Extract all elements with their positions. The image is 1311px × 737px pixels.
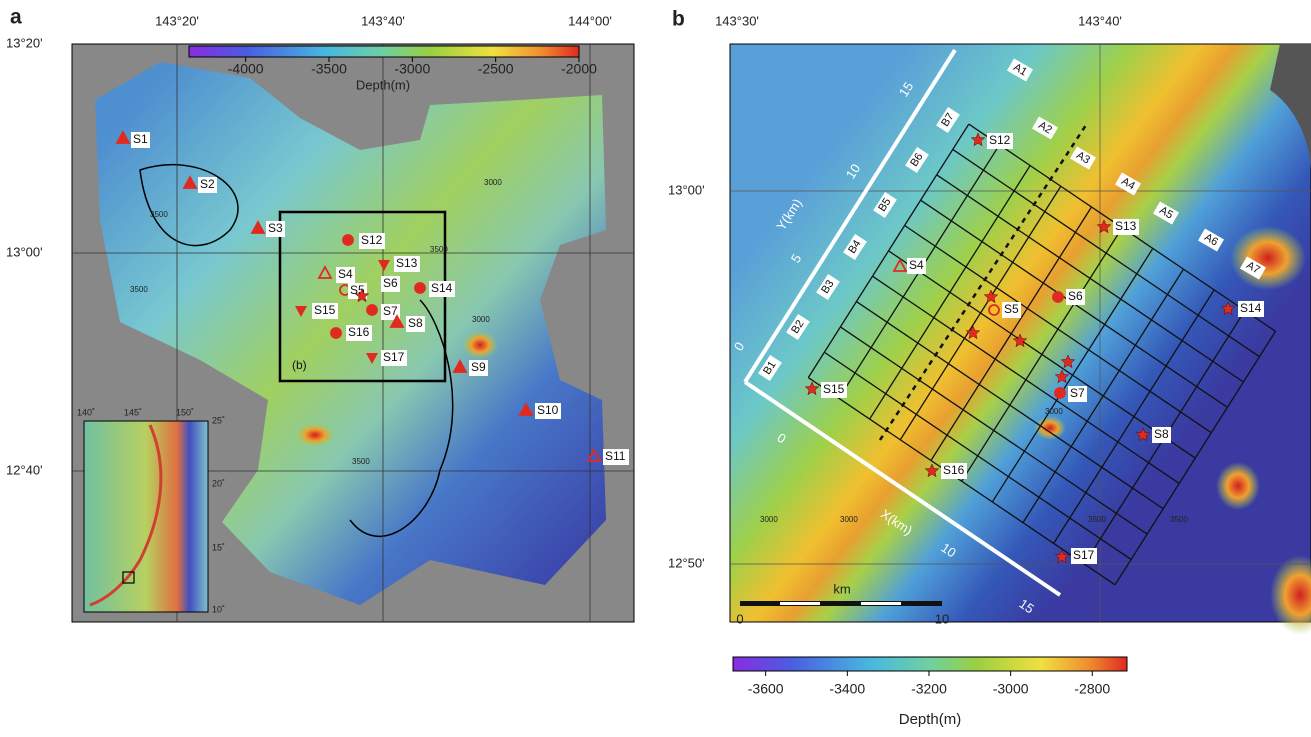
colorbar-tick-label: -3000 <box>394 61 430 77</box>
scale-bar <box>780 602 820 605</box>
colorbar-tick-label: -4000 <box>228 61 264 77</box>
contour-label: 3000 <box>484 178 502 187</box>
lon-label: 144°00' <box>568 13 612 28</box>
colorbar-tick-label: -3500 <box>311 61 347 77</box>
station-label: S1 <box>133 132 148 146</box>
station-label: S3 <box>268 221 283 235</box>
station-label: S15 <box>314 303 336 317</box>
scale-start: 0 <box>736 611 743 626</box>
seamount <box>462 331 498 359</box>
inset-lat: 15˚ <box>212 542 225 552</box>
seamount <box>1230 226 1306 290</box>
inset-lon: 140˚ <box>77 407 95 417</box>
station-label: S8 <box>408 316 423 330</box>
contour-label: 3000 <box>760 515 778 524</box>
station-label: S2 <box>200 177 215 191</box>
station-label: S14 <box>1240 301 1262 315</box>
colorbar <box>733 657 1127 671</box>
seamount <box>295 423 335 447</box>
station-label: S7 <box>1070 386 1085 400</box>
station-marker <box>331 328 341 338</box>
colorbar-tick-label: -3200 <box>911 681 947 697</box>
station-marker <box>415 283 425 293</box>
scale-unit: km <box>833 581 850 596</box>
station-label: S11 <box>605 449 626 463</box>
station-label: S13 <box>1115 219 1137 233</box>
station-label: S15 <box>823 382 845 396</box>
station-marker <box>367 305 377 315</box>
station-marker <box>343 235 353 245</box>
station-label: S13 <box>396 256 418 270</box>
station-label: S6 <box>383 276 398 290</box>
station-label: S14 <box>431 281 453 295</box>
station-label: S17 <box>1073 548 1095 562</box>
inset-lon: 150˚ <box>176 407 194 417</box>
lat-label: 13°00' <box>668 182 705 197</box>
colorbar-label: Depth(m) <box>356 77 410 92</box>
contour-label: 3000 <box>1045 407 1063 416</box>
panel-a: Depth(m) a 143°20' 143°40' 144°00' 13°20… <box>6 6 634 622</box>
station-label: S6 <box>1068 289 1083 303</box>
contour-label: 3000 <box>840 515 858 524</box>
inset-lat: 25˚ <box>212 415 225 425</box>
station-marker <box>1053 292 1063 302</box>
station-label: S8 <box>1154 427 1169 441</box>
lon-label: 143°30' <box>715 13 759 28</box>
seamount <box>1216 462 1260 510</box>
contour-label: 3500 <box>352 457 370 466</box>
station-label: S17 <box>383 350 405 364</box>
inset-lon: 145˚ <box>124 407 142 417</box>
contour-label: 3000 <box>472 315 490 324</box>
colorbar-tick-label: -2000 <box>561 61 597 77</box>
inset-lat: 20˚ <box>212 478 225 488</box>
panel-label: b <box>672 8 685 31</box>
lat-label: 12°50' <box>668 555 705 570</box>
lat-label: 12°40' <box>6 462 43 477</box>
panel-label: a <box>10 6 22 29</box>
station-label: S5 <box>1004 302 1019 316</box>
station-label: S7 <box>383 304 398 318</box>
inset-map <box>84 421 208 612</box>
station-label: S12 <box>989 133 1011 147</box>
contour-label: 3500 <box>130 285 148 294</box>
colorbar <box>189 46 579 57</box>
lon-label: 143°40' <box>361 13 405 28</box>
colorbar-tick-label: -2500 <box>478 61 514 77</box>
station-label: S16 <box>348 325 370 339</box>
panel-b: Y(km) X(km) 0 5 10 15 0 10 15 3000 3000 … <box>668 8 1311 728</box>
colorbar-label: Depth(m) <box>899 711 962 728</box>
contour-label: 3500 <box>150 210 168 219</box>
scale-bar <box>861 602 901 605</box>
station-label: S16 <box>943 463 965 477</box>
contour-label: 3500 <box>1170 515 1188 524</box>
station-label: S4 <box>338 267 353 281</box>
station-label: S10 <box>537 403 559 417</box>
colorbar-tick-label: -3000 <box>993 681 1029 697</box>
lon-label: 143°20' <box>155 13 199 28</box>
contour-label: 3500 <box>430 245 448 254</box>
colorbar-tick-label: -3400 <box>829 681 865 697</box>
box-label: (b) <box>292 358 307 372</box>
station-marker <box>1055 388 1065 398</box>
figure: Depth(m) a 143°20' 143°40' 144°00' 13°20… <box>0 0 1311 737</box>
colorbar-tick-label: -3600 <box>748 681 784 697</box>
lat-label: 13°00' <box>6 244 43 259</box>
inset-lat: 10˚ <box>212 604 225 614</box>
station-label: S12 <box>361 233 383 247</box>
station-label: S4 <box>909 258 924 272</box>
scale-bar <box>740 601 942 606</box>
colorbar-tick-label: -2800 <box>1074 681 1110 697</box>
lon-label: 143°40' <box>1078 13 1122 28</box>
contour-label: 3500 <box>1088 515 1106 524</box>
lat-label: 13°20' <box>6 35 43 50</box>
station-label: S9 <box>471 360 486 374</box>
scale-end: 10 <box>935 611 949 626</box>
